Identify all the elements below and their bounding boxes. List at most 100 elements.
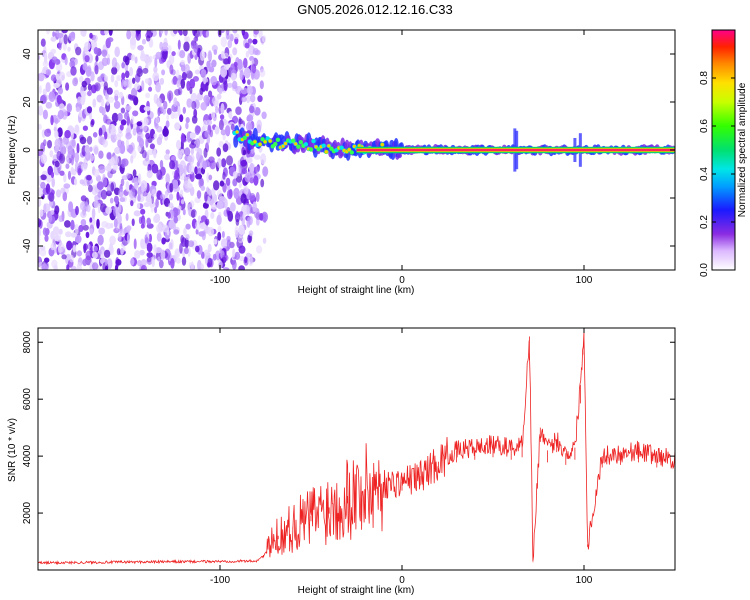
noise-speck	[86, 204, 91, 213]
noise-speck	[154, 213, 161, 223]
noise-speck	[176, 191, 180, 201]
noise-speck	[220, 129, 227, 136]
noise-speck	[221, 50, 225, 59]
noise-speck	[235, 210, 239, 218]
noise-speck	[190, 147, 195, 155]
noise-speck	[127, 94, 132, 100]
noise-speck	[230, 123, 235, 131]
noise-speck	[195, 151, 200, 161]
ridge-peak	[327, 144, 331, 148]
x-tick-label: 0	[399, 275, 405, 286]
noise-speck	[60, 187, 66, 194]
noise-speck	[58, 71, 66, 82]
noise-speck	[155, 81, 162, 93]
noise-speck	[48, 213, 53, 223]
noise-speck	[217, 231, 222, 241]
noise-speck	[226, 207, 231, 214]
noise-speck	[140, 53, 147, 62]
noise-speck	[232, 80, 238, 90]
noise-speck	[50, 115, 54, 126]
noise-speck	[93, 200, 99, 208]
noise-speck	[63, 173, 67, 183]
noise-speck	[121, 158, 126, 168]
y-tick-label: 20	[22, 96, 33, 108]
noise-speck	[153, 244, 158, 255]
noise-speck	[235, 218, 240, 226]
noise-speck	[238, 245, 246, 254]
noise-speck	[227, 82, 233, 89]
noise-speck	[191, 100, 197, 110]
noise-speck	[260, 153, 267, 165]
noise-speck	[151, 163, 159, 174]
noise-speck	[104, 75, 109, 83]
noise-speck	[66, 264, 70, 270]
noise-speck	[226, 155, 233, 166]
noise-speck	[113, 218, 118, 229]
noise-speck	[70, 66, 77, 76]
noise-speck	[118, 188, 124, 198]
noise-speck	[106, 152, 112, 160]
noise-speck	[129, 37, 137, 46]
noise-speck	[88, 184, 93, 193]
noise-speck	[70, 232, 78, 238]
noise-speck	[260, 178, 265, 188]
noise-speck	[179, 243, 183, 254]
noise-speck	[253, 175, 259, 186]
noise-speck	[238, 224, 245, 235]
noise-speck	[177, 30, 182, 34]
noise-speck	[125, 180, 130, 192]
noise-speck	[140, 223, 145, 229]
noise-speck	[207, 226, 214, 237]
noise-speck	[65, 82, 70, 91]
noise-speck	[165, 149, 170, 155]
noise-speck	[165, 120, 170, 128]
ridge-core	[308, 147, 314, 152]
noise-speck	[104, 131, 108, 140]
noise-speck	[92, 132, 98, 138]
noise-speck	[249, 105, 255, 114]
noise-speck	[68, 32, 76, 42]
noise-speck	[243, 154, 247, 160]
noise-speck	[252, 201, 257, 213]
noise-speck	[44, 234, 49, 242]
noise-speck	[79, 201, 86, 211]
noise-speck	[98, 227, 106, 235]
noise-speck	[146, 217, 151, 226]
noise-speck	[38, 72, 45, 82]
noise-speck	[131, 115, 135, 125]
noise-speck	[51, 56, 58, 64]
noise-speck	[132, 169, 137, 178]
noise-speck	[196, 161, 200, 167]
noise-speck	[45, 101, 53, 109]
noise-speck	[80, 30, 87, 37]
noise-speck	[87, 90, 92, 97]
noise-speck	[232, 248, 236, 258]
noise-speck	[131, 30, 136, 40]
noise-speck	[86, 174, 92, 181]
noise-speck	[221, 231, 225, 238]
ridge-peak	[283, 141, 288, 146]
noise-speck	[256, 245, 263, 254]
ridge-core	[311, 138, 316, 144]
ridge-peak	[380, 143, 384, 147]
noise-speck	[119, 143, 126, 154]
noise-speck	[128, 78, 132, 90]
ridge-core	[321, 143, 326, 148]
noise-speck	[161, 237, 166, 245]
noise-speck	[173, 229, 180, 235]
noise-speck	[225, 177, 231, 186]
noise-speck	[74, 58, 78, 65]
noise-speck	[225, 30, 230, 36]
noise-speck	[208, 90, 213, 98]
noise-speck	[117, 232, 122, 242]
ridge-peak	[352, 144, 356, 148]
noise-speck	[53, 82, 60, 89]
y-tick-label: 8000	[22, 331, 33, 354]
ridge-peak	[258, 142, 262, 146]
noise-speck	[109, 197, 114, 204]
noise-speck	[225, 120, 230, 126]
noise-speck	[182, 106, 186, 114]
noise-speck	[166, 229, 170, 236]
noise-speck	[184, 147, 191, 157]
noise-speck	[241, 30, 246, 36]
